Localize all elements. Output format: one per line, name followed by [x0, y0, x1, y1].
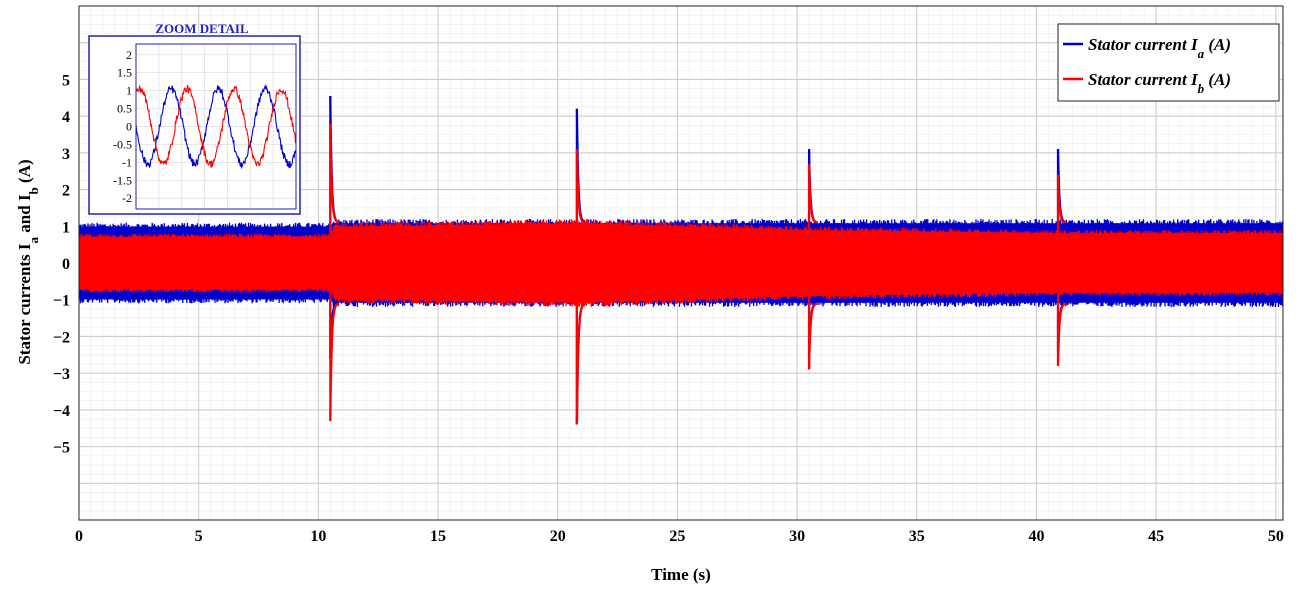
- x-tick-label: 30: [789, 528, 805, 545]
- y-tick-label: 5: [62, 72, 70, 89]
- spike-decay-neg: [329, 302, 340, 421]
- y-tick-label: 3: [62, 146, 70, 163]
- spike-decay-pos: [808, 163, 819, 224]
- inset-y-tick-label: 2: [126, 48, 132, 62]
- spike-decay-pos: [575, 149, 586, 224]
- legend: Stator current Ia (A) Stator current Ib …: [1057, 23, 1280, 102]
- x-tick-label: 10: [310, 528, 326, 545]
- legend-ia-end: (A): [1204, 35, 1231, 54]
- inset-y-tick-label: -1.5: [113, 173, 132, 187]
- y-label-end: (A): [15, 159, 34, 187]
- x-tick-label: 40: [1028, 528, 1044, 545]
- y-tick-labels: −5 −4 −3 −2 −1 0 1 2 3 4 5: [53, 72, 70, 456]
- band-fill-ib: [79, 223, 1283, 303]
- y-tick-label: −5: [53, 440, 70, 457]
- series-layer: [79, 95, 1283, 425]
- legend-ia-main: Stator current I: [1088, 35, 1199, 54]
- inset-series-ib: [136, 84, 296, 168]
- inset-series-layer: [136, 83, 296, 170]
- band-ib: [79, 219, 1283, 307]
- x-tick-label: 5: [195, 528, 203, 545]
- spike-decay-pos: [1056, 174, 1067, 224]
- transient-spike: [329, 123, 340, 421]
- inset-y-tick-label: -1: [122, 155, 132, 169]
- y-tick-label: −4: [53, 403, 70, 420]
- inset-y-tick-label: 0.5: [117, 102, 132, 116]
- x-tick-label: 45: [1148, 528, 1164, 545]
- inset-y-tick-label: -0.5: [113, 137, 132, 151]
- inset-y-tick-label: 1: [126, 84, 132, 98]
- y-axis-label: Stator currents Ia and Ib (A): [15, 159, 41, 364]
- inset-series-ia: [136, 83, 296, 170]
- plot-frame: [78, 5, 1284, 521]
- transient-spike: [1056, 174, 1067, 366]
- legend-ib-sub: b: [1198, 81, 1205, 96]
- y-tick-label: −1: [53, 293, 70, 310]
- y-tick-label: −3: [53, 366, 70, 383]
- y-label-main: Stator currents I: [15, 243, 34, 365]
- y-label-mid: and I: [15, 194, 34, 237]
- series-ib: [79, 123, 1283, 425]
- x-axis-label: Time (s): [651, 565, 711, 584]
- inset-plot-frame: [135, 43, 297, 210]
- legend-ib-end: (A): [1204, 70, 1231, 89]
- y-tick-label: 1: [62, 219, 70, 236]
- y-tick-label: 0: [62, 256, 70, 273]
- y-label-sub-a: a: [26, 236, 41, 243]
- x-tick-label: 50: [1268, 528, 1284, 545]
- legend-entry-ib: Stator current Ib (A): [1088, 70, 1231, 96]
- inset-y-tick-label: -2: [122, 191, 132, 205]
- y-tick-label: −2: [53, 329, 70, 346]
- spike-decay-neg: [808, 302, 819, 370]
- y-label-sub-b: b: [26, 187, 41, 194]
- x-tick-label: 0: [75, 528, 83, 545]
- x-tick-label: 20: [550, 528, 566, 545]
- inset-background: [88, 35, 301, 215]
- legend-ia-sub: a: [1198, 46, 1205, 61]
- band-ia: [79, 218, 1283, 308]
- y-tick-label: 2: [62, 183, 70, 200]
- transient-spike: [575, 149, 586, 425]
- spike-decay-neg: [1056, 302, 1067, 366]
- inset-y-tick-labels: -2 -1.5 -1 -0.5 0 0.5 1 1.5 2: [113, 48, 132, 205]
- x-tick-label: 15: [430, 528, 446, 545]
- spike-decay-pos: [329, 123, 340, 224]
- legend-ib-main: Stator current I: [1088, 70, 1199, 89]
- x-tick-label: 35: [909, 528, 925, 545]
- inset-title: ZOOM DETAIL: [155, 21, 249, 36]
- x-tick-labels: 0 5 10 15 20 25 30 35 40 45 50: [75, 528, 1284, 545]
- y-tick-label: 4: [62, 109, 70, 126]
- inset-y-tick-label: 1.5: [117, 66, 132, 80]
- legend-entry-ia: Stator current Ia (A): [1088, 35, 1231, 61]
- zoom-inset: ZOOM DETAIL -2 -1.5 -1 -0.5 0 0.5 1 1.5 2: [88, 21, 301, 215]
- band-fill-ia: [79, 223, 1283, 303]
- legend-box: [1057, 23, 1280, 102]
- inset-y-tick-label: 0: [126, 120, 132, 134]
- transient-spike: [807, 163, 819, 370]
- x-tick-label: 25: [669, 528, 685, 545]
- spike-decay-neg: [575, 302, 586, 425]
